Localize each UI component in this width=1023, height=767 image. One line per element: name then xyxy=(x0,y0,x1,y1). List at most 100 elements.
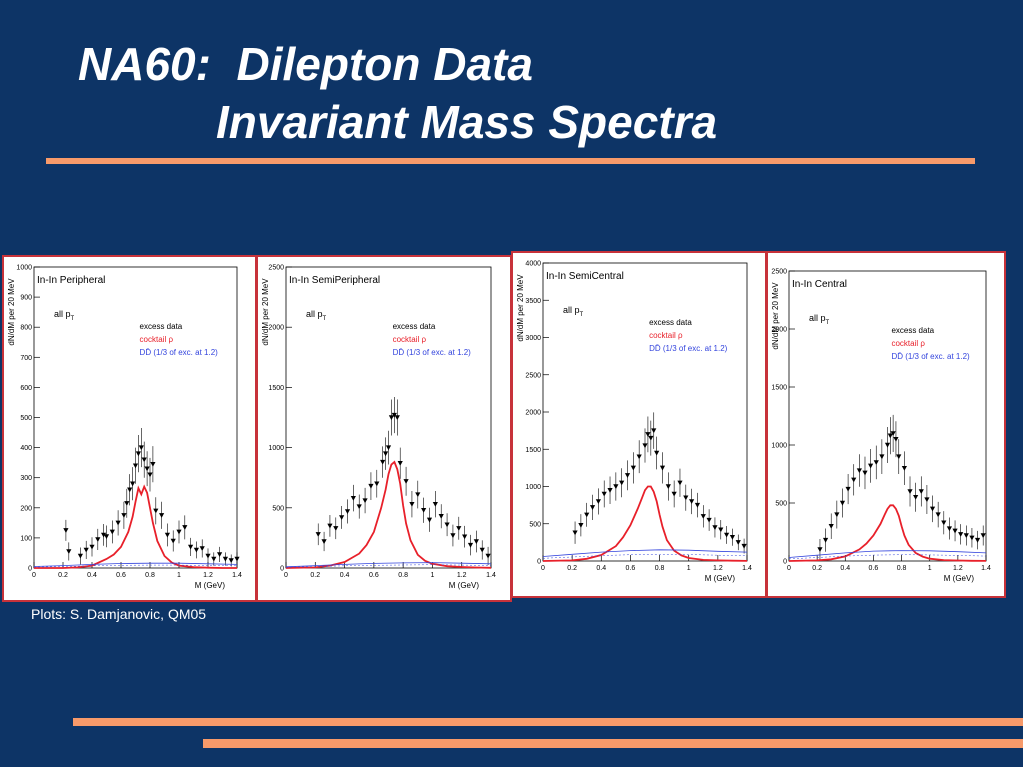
data-point xyxy=(77,553,83,559)
data-point xyxy=(868,463,874,469)
data-point xyxy=(729,534,736,540)
x-tick-label: 1.2 xyxy=(713,565,723,572)
legend-entry: excess data xyxy=(649,318,692,327)
data-point xyxy=(619,480,625,486)
data-point xyxy=(862,470,868,476)
dd-curve xyxy=(33,562,238,567)
data-point xyxy=(66,549,72,555)
data-point xyxy=(636,454,642,460)
chart-subtitle: all pT xyxy=(306,309,327,322)
x-tick-label: 1.4 xyxy=(742,565,752,572)
data-point xyxy=(132,463,139,469)
chart-subtitle-subscript: T xyxy=(580,312,584,318)
data-point xyxy=(694,502,701,508)
y-tick-label: 500 xyxy=(529,521,541,528)
data-point xyxy=(63,528,69,533)
data-point xyxy=(845,486,851,492)
cocktail-rho-curve xyxy=(542,485,748,562)
data-point xyxy=(176,529,182,535)
dd-curve xyxy=(285,562,492,568)
y-tick-label: 500 xyxy=(775,501,787,508)
x-tick-label: 0.6 xyxy=(369,572,379,579)
data-point xyxy=(339,515,345,521)
data-point xyxy=(601,491,607,497)
legend-entry: DD̄ (1/3 of exc. at 1.2) xyxy=(393,348,472,357)
y-tick-label: 2000 xyxy=(771,327,787,334)
chart-panel-semicentral: 0 0.2 0.4 0.6 0.8 1 1.2 1.4 0 500 1000 1500 2000 2500… xyxy=(511,251,767,598)
data-point xyxy=(228,558,234,564)
x-tick-label: 0.4 xyxy=(596,565,606,572)
data-point xyxy=(127,487,133,493)
data-point xyxy=(109,529,115,535)
legend-entry: excess data xyxy=(891,326,934,335)
data-point xyxy=(918,489,924,494)
data-point xyxy=(980,533,986,539)
data-point xyxy=(485,553,491,559)
data-point xyxy=(817,547,823,552)
chart-panel-central: 0 0.2 0.4 0.6 0.8 1 1.2 1.4 0 500 1000 1500 2000 2500… xyxy=(766,251,1006,598)
data-point xyxy=(222,556,228,562)
data-point xyxy=(432,501,438,507)
data-point xyxy=(473,539,479,545)
data-point xyxy=(170,538,176,544)
chart-panel-semiperipheral: 0 0.2 0.4 0.6 0.8 1 1.2 1.4 0 500 1000 1500 2000 2500… xyxy=(256,255,512,602)
plot-frame xyxy=(285,266,492,569)
data-point xyxy=(462,534,468,540)
dd-curve xyxy=(788,550,987,558)
data-point xyxy=(385,445,392,451)
legend-entry: cocktail ρ xyxy=(140,335,174,344)
x-axis-label: M (GeV) xyxy=(944,574,975,583)
x-tick-label: 0.6 xyxy=(626,565,636,572)
x-tick-label: 1.4 xyxy=(232,572,242,579)
x-axis-label: M (GeV) xyxy=(195,581,226,590)
y-tick-label: 1500 xyxy=(525,447,541,454)
chart-panel-peripheral: 0 0.2 0.4 0.6 0.8 1 1.2 1.4 0 100 200 300 400 500 600 7… xyxy=(2,255,257,602)
chart-central: 0 0.2 0.4 0.6 0.8 1 1.2 1.4 0 500 1000 1500 2000 2500… xyxy=(771,269,991,584)
y-tick-label: 4000 xyxy=(525,261,541,268)
data-point xyxy=(890,431,896,436)
legend-entry: DD̄ (1/3 of exc. at 1.2) xyxy=(140,348,219,357)
data-point xyxy=(913,495,919,500)
legend-entry: cocktail ρ xyxy=(393,335,427,344)
y-tick-label: 2500 xyxy=(268,265,284,272)
data-point xyxy=(839,500,846,506)
cocktail-rho-curve xyxy=(34,484,237,569)
title-divider-rule xyxy=(46,158,975,164)
data-point xyxy=(665,484,671,490)
cocktail-rho-curve xyxy=(285,460,492,569)
data-point xyxy=(856,468,862,474)
data-point xyxy=(456,526,462,531)
dd-curve xyxy=(542,549,748,557)
legend-entry: cocktail ρ xyxy=(891,339,925,348)
x-tick-label: 0 xyxy=(32,572,36,579)
data-point xyxy=(135,451,141,457)
y-tick-label: 1000 xyxy=(16,265,32,272)
y-tick-label: 300 xyxy=(20,475,32,482)
data-point xyxy=(822,537,829,543)
data-point xyxy=(595,499,601,504)
data-point xyxy=(403,479,409,484)
legend-entry: excess data xyxy=(140,322,183,331)
chart-subtitle: all pT xyxy=(809,313,830,326)
data-point xyxy=(907,489,913,494)
y-axis-label: dN/dM per 20 MeV xyxy=(7,278,16,346)
y-tick-label: 1000 xyxy=(525,484,541,491)
data-point xyxy=(946,526,953,532)
data-point xyxy=(89,544,95,550)
data-point xyxy=(659,465,666,471)
data-point xyxy=(95,537,101,543)
x-tick-label: 0.8 xyxy=(398,572,408,579)
x-tick-label: 0.4 xyxy=(340,572,350,579)
x-tick-label: 0.2 xyxy=(310,572,320,579)
data-point xyxy=(217,552,223,558)
data-point xyxy=(969,535,975,541)
plot-credit: Plots: S. Damjanovic, QM05 xyxy=(31,606,207,622)
data-point xyxy=(205,553,211,559)
data-point xyxy=(645,432,651,437)
data-point xyxy=(887,433,893,439)
data-point xyxy=(121,513,127,518)
dd-band-curve xyxy=(542,554,748,559)
data-point xyxy=(851,477,857,483)
y-tick-label: 2000 xyxy=(268,325,284,332)
dd-band-curve xyxy=(788,554,987,560)
